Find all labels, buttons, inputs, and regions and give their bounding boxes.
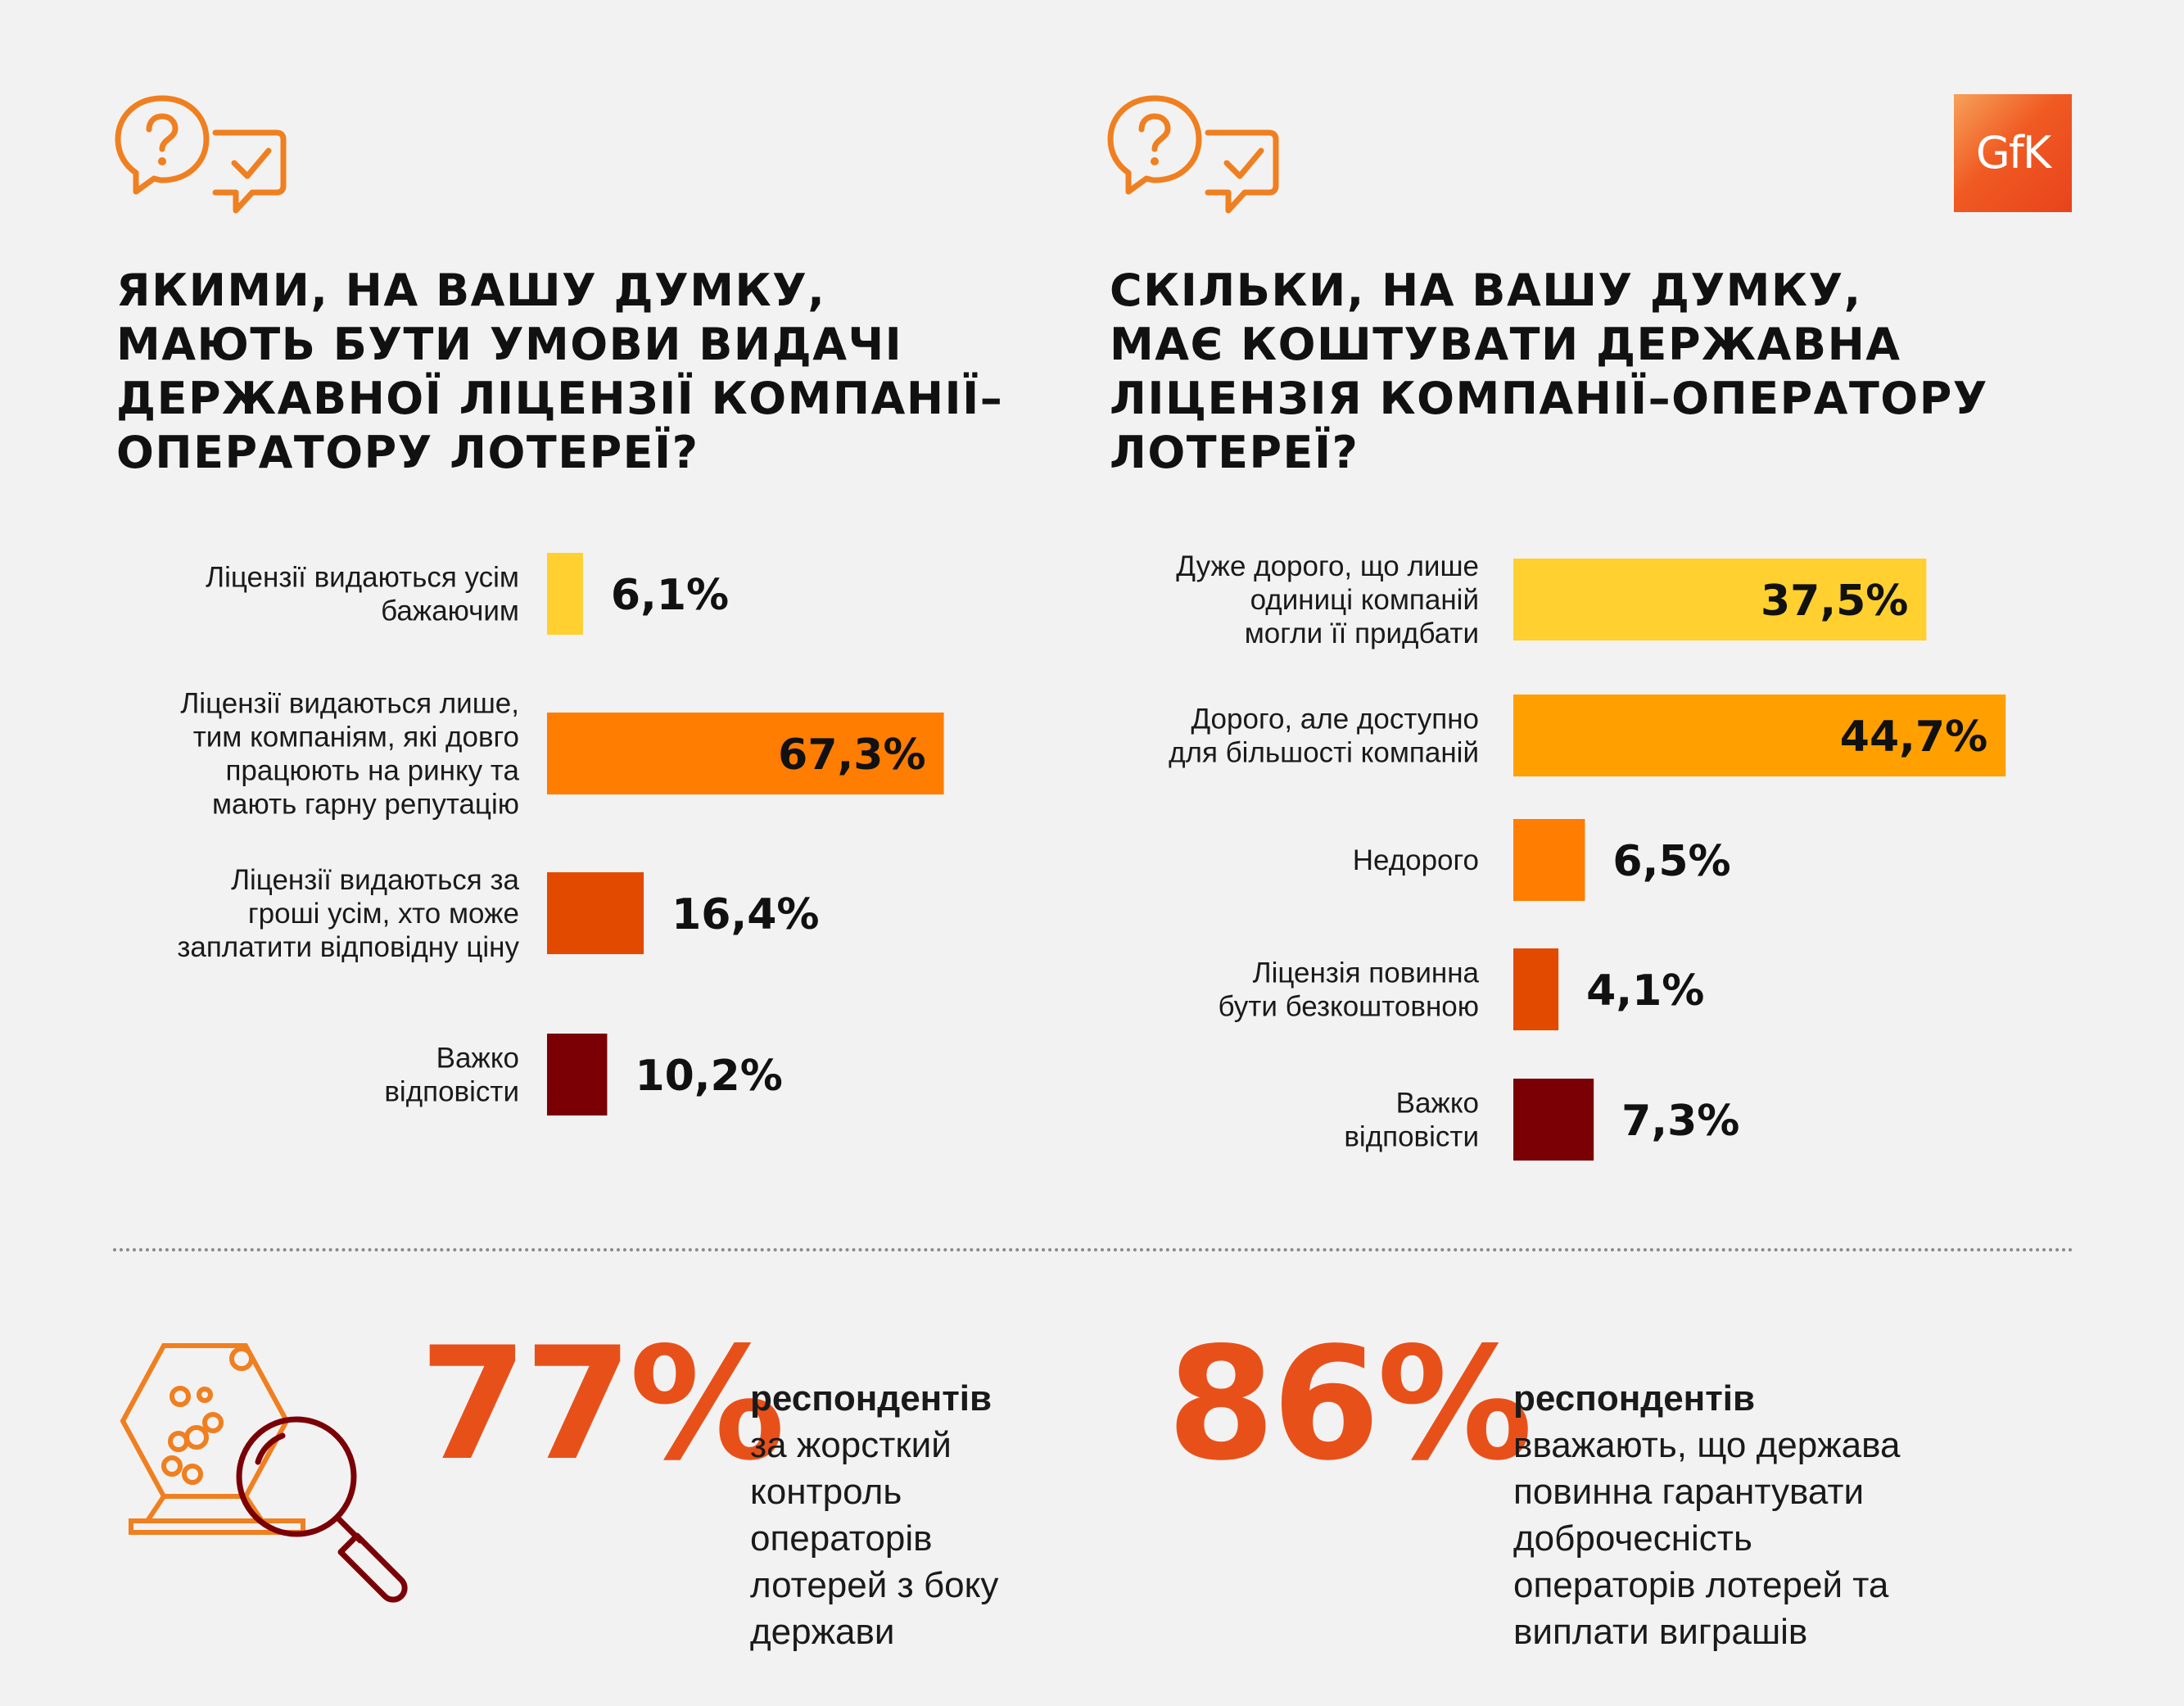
stat-86-value: 86% <box>1167 1327 1533 1482</box>
value-label-0: 6,1% <box>611 571 729 620</box>
value-label-3: 10,2% <box>635 1052 782 1101</box>
value-label-2: 6,5% <box>1612 837 1730 886</box>
bar-0 <box>547 553 583 635</box>
value-label-1: 44,7% <box>1840 713 1987 762</box>
logo-text: GfK <box>1975 127 2051 179</box>
bar-4 <box>1513 1079 1594 1161</box>
stat-77-bold: респондентів <box>750 1378 993 1419</box>
bar-2 <box>547 872 644 954</box>
stat-86-description: респондентів вважають, що держава повинна… <box>1513 1328 1900 1655</box>
dotted-divider <box>113 1248 2074 1251</box>
stat-77-text: за жорсткий контроль операторів лотерей … <box>750 1425 999 1652</box>
bar-2 <box>1513 819 1585 901</box>
category-label-1: Ліцензії видаються лише, тим компаніям, я… <box>180 688 519 821</box>
category-label-0: Ліцензії видаються усім бажаючим <box>206 562 519 627</box>
value-label-0: 37,5% <box>1761 577 1908 626</box>
category-label-1: Дорого, але доступно для більшості компан… <box>1169 704 1479 769</box>
category-label-3: Важко відповісти <box>384 1043 519 1108</box>
license-conditions-chart: Ліцензії видаються усім бажаючим 6,1% Ліцен… <box>177 553 944 1115</box>
bar-0 <box>1513 559 1927 640</box>
question-check-icon <box>115 95 287 214</box>
bar-1 <box>1513 695 2006 776</box>
stat-86-bold: респондентів <box>1513 1378 1756 1419</box>
bar-3 <box>547 1034 608 1115</box>
stat-86-number: 86% <box>1167 1314 1533 1495</box>
stat-77-value: 77% <box>419 1327 785 1482</box>
right-question-title: СКІЛЬКИ, НА ВАШУ ДУМКУ, МАЄ КОШТУВАТИ ДЕ… <box>1110 265 1988 478</box>
question-check-icon <box>1107 95 1279 214</box>
stat-86-text: вважають, що держава повинна гарантувати… <box>1513 1425 1901 1652</box>
left-question-title: ЯКИМИ, НА ВАШУ ДУМКУ, МАЮТЬ БУТИ УМОВИ В… <box>116 265 1004 478</box>
lottery-magnifier-icon <box>120 1343 408 1603</box>
license-cost-chart: Дуже дорого, що лише одиниці компаній могл… <box>1169 550 2006 1161</box>
bar-1 <box>547 713 944 794</box>
category-label-0: Дуже дорого, що лише одиниці компаній могл… <box>1176 550 1479 649</box>
stat-77-description: респондентів за жорсткий контроль операто… <box>750 1328 998 1655</box>
category-label-2: Ліцензії видаються за гроші усім, хто мож… <box>177 864 519 963</box>
stat-77-number: 77% <box>419 1314 785 1495</box>
value-label-1: 67,3% <box>778 731 925 780</box>
bar-3 <box>1513 948 1559 1030</box>
category-label-2: Недорого <box>1353 844 1479 876</box>
value-label-2: 16,4% <box>671 890 819 939</box>
value-label-3: 4,1% <box>1586 966 1704 1016</box>
category-label-3: Ліцензія повинна бути безкоштовною <box>1219 957 1480 1023</box>
gfk-logo: GfK <box>1954 94 2072 212</box>
category-label-4: Важко відповісти <box>1344 1088 1479 1153</box>
value-label-4: 7,3% <box>1621 1097 1739 1146</box>
